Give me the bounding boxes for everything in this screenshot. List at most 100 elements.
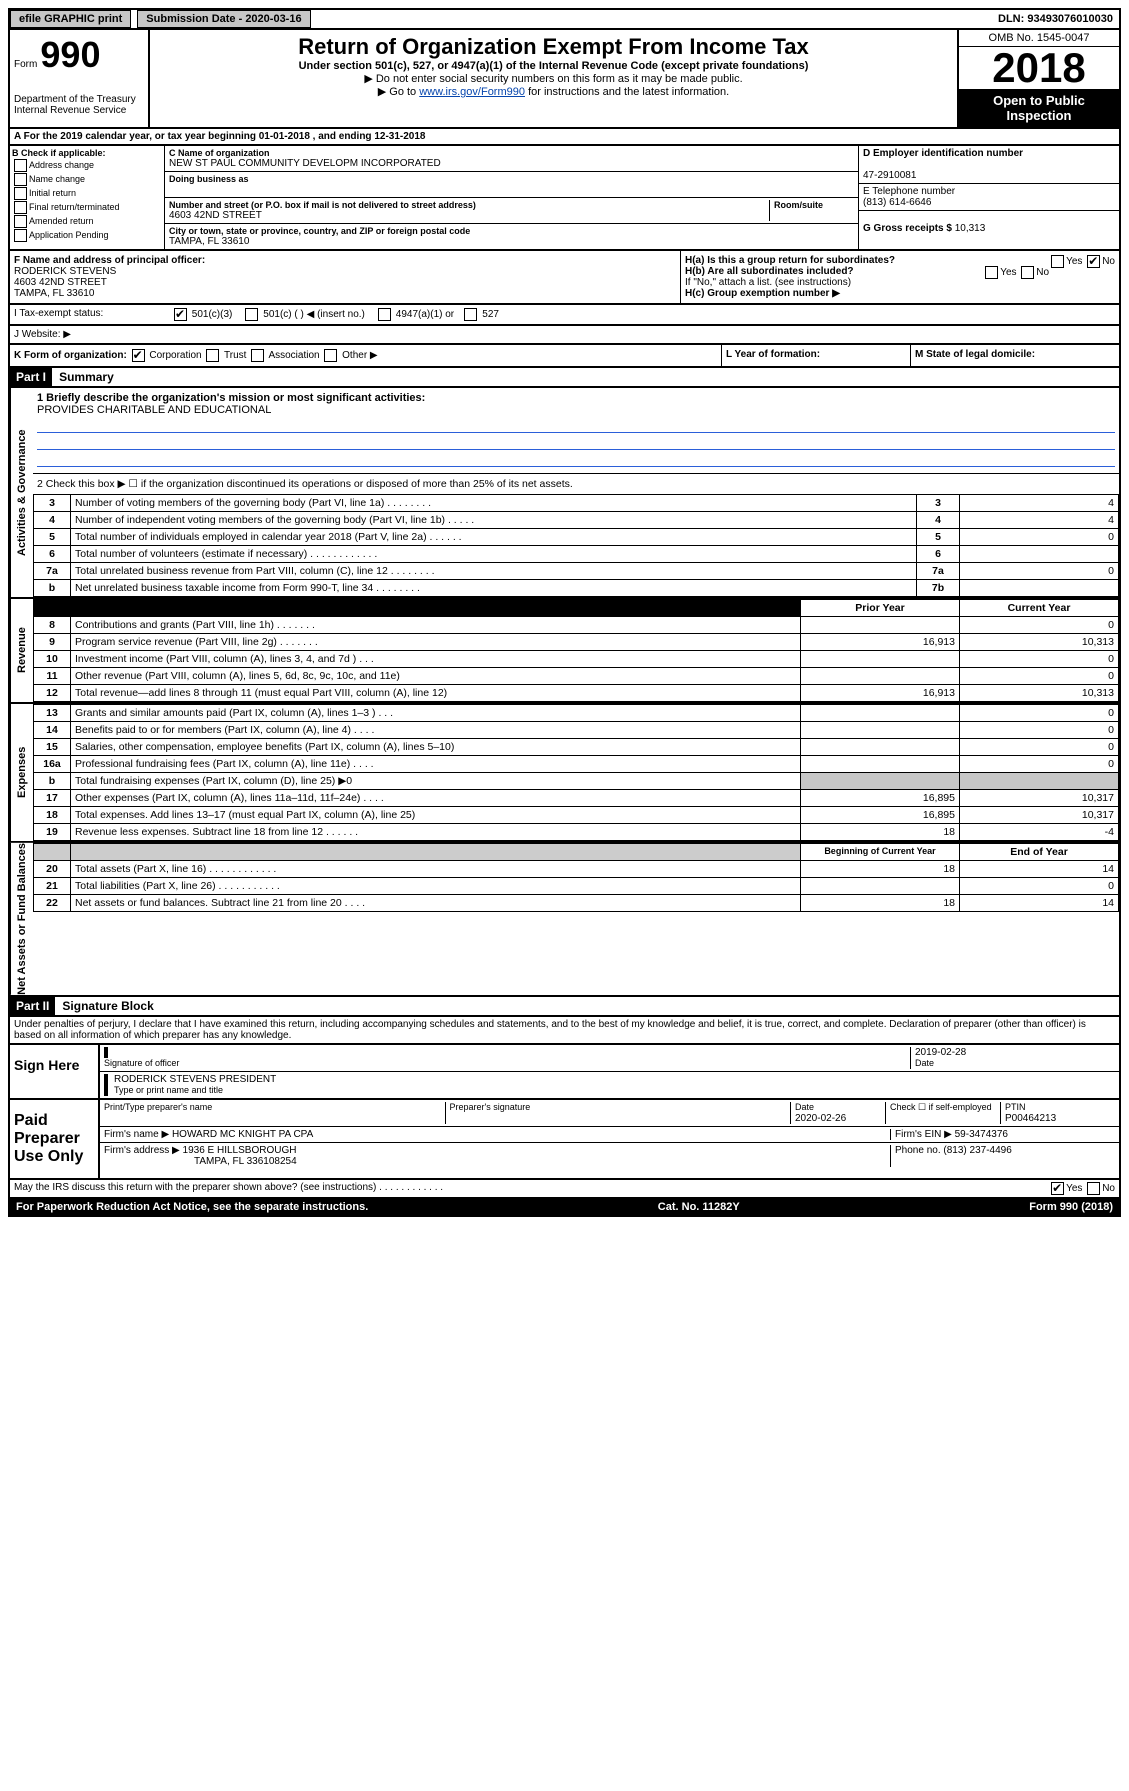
check-initial-return[interactable]: Initial return xyxy=(12,187,162,200)
check-application-pending[interactable]: Application Pending xyxy=(12,229,162,242)
mission-text: PROVIDES CHARITABLE AND EDUCATIONAL xyxy=(37,404,271,416)
line-num: 7a xyxy=(34,563,71,580)
part1-title: Summary xyxy=(55,368,118,386)
ha-no-check[interactable] xyxy=(1087,255,1100,268)
ptin-label: PTIN xyxy=(1005,1102,1026,1112)
check-501c[interactable] xyxy=(245,308,258,321)
line-num: 10 xyxy=(34,651,71,668)
officer-name: RODERICK STEVENS xyxy=(14,266,116,277)
e-phone-label: E Telephone number xyxy=(863,186,955,197)
part1-badge: Part I xyxy=(10,368,52,386)
firm-name: HOWARD MC KNIGHT PA CPA xyxy=(172,1129,313,1140)
firm-ein-label: Firm's EIN ▶ xyxy=(895,1129,952,1140)
line-text: Total revenue—add lines 8 through 11 (mu… xyxy=(71,685,801,702)
cat-number: Cat. No. 11282Y xyxy=(658,1201,740,1213)
line-num: 9 xyxy=(34,634,71,651)
check-trust[interactable] xyxy=(206,349,219,362)
header-right-box: OMB No. 1545-0047 2018 Open to Public In… xyxy=(957,30,1119,127)
l-label: L Year of formation: xyxy=(726,349,820,360)
section-f: F Name and address of principal officer:… xyxy=(10,251,681,303)
current-value: 0 xyxy=(960,722,1119,739)
officer-name-title: RODERICK STEVENS PRESIDENT xyxy=(114,1074,276,1085)
hb-yes-check[interactable] xyxy=(985,266,998,279)
begin-value xyxy=(801,878,960,895)
submission-date-button[interactable]: Submission Date - 2020-03-16 xyxy=(137,10,310,28)
hb-no-check[interactable] xyxy=(1021,266,1034,279)
top-bar: efile GRAPHIC print Submission Date - 20… xyxy=(8,8,1121,30)
firm-name-label: Firm's name ▶ xyxy=(104,1129,169,1140)
k-label: K Form of organization: xyxy=(14,350,127,361)
line-text: Benefits paid to or for members (Part IX… xyxy=(71,722,801,739)
hb-note: If "No," attach a list. (see instruction… xyxy=(685,277,1115,288)
firm-addr-label: Firm's address ▶ xyxy=(104,1145,180,1156)
check-4947[interactable] xyxy=(378,308,391,321)
goto-prefix: ▶ Go to xyxy=(378,86,419,98)
prior-value: 18 xyxy=(801,824,960,841)
ha-yes-check[interactable] xyxy=(1051,255,1064,268)
check-name-change[interactable]: Name change xyxy=(12,173,162,186)
j-label: J Website: ▶ xyxy=(10,326,75,343)
i-label: I Tax-exempt status: xyxy=(10,305,168,324)
form-title: Return of Organization Exempt From Incom… xyxy=(154,34,953,60)
current-value: 0 xyxy=(960,739,1119,756)
hc-label: H(c) Group exemption number ▶ xyxy=(685,288,840,299)
row-a-tax-year: A For the 2019 calendar year, or tax yea… xyxy=(8,129,1121,146)
part1-header-row: Part I Summary xyxy=(8,368,1121,388)
instructions-link[interactable]: www.irs.gov/Form990 xyxy=(419,86,525,98)
prior-value: 16,895 xyxy=(801,807,960,824)
end-value: 14 xyxy=(960,895,1119,912)
prior-value: 16,895 xyxy=(801,790,960,807)
line-text: Total expenses. Add lines 13–17 (must eq… xyxy=(71,807,801,824)
answer-value xyxy=(960,546,1119,563)
mission-line xyxy=(37,418,1115,433)
line-text: Other revenue (Part VIII, column (A), li… xyxy=(71,668,801,685)
governance-table: 3 Number of voting members of the govern… xyxy=(33,494,1119,597)
section-b-g: B Check if applicable: Address change Na… xyxy=(8,146,1121,251)
line-text: Program service revenue (Part VIII, line… xyxy=(71,634,801,651)
check-final-return[interactable]: Final return/terminated xyxy=(12,201,162,214)
line-num: b xyxy=(34,773,71,790)
prep-sig-label: Preparer's signature xyxy=(450,1102,531,1112)
expenses-section: Expenses 13 Grants and similar amounts p… xyxy=(8,704,1121,843)
mission-line xyxy=(37,435,1115,450)
footer-bar: For Paperwork Reduction Act Notice, see … xyxy=(8,1199,1121,1217)
shaded-cell xyxy=(960,773,1119,790)
firm-addr2: TAMPA, FL 336108254 xyxy=(194,1156,297,1167)
check-corporation[interactable] xyxy=(132,349,145,362)
part2-header-row: Part II Signature Block xyxy=(8,997,1121,1017)
d-ein-label: D Employer identification number xyxy=(863,148,1023,159)
line-num: b xyxy=(34,580,71,597)
answer-label: 6 xyxy=(917,546,960,563)
vlabel-revenue: Revenue xyxy=(10,599,33,702)
end-year-header: End of Year xyxy=(960,844,1119,861)
pra-notice: For Paperwork Reduction Act Notice, see … xyxy=(16,1201,368,1213)
street-address: 4603 42ND STREET xyxy=(169,210,262,221)
room-label: Room/suite xyxy=(774,200,854,210)
prior-value: 16,913 xyxy=(801,634,960,651)
prior-value xyxy=(801,756,960,773)
form-subtitle-3: ▶ Go to www.irs.gov/Form990 for instruct… xyxy=(154,85,953,98)
line-text: Grants and similar amounts paid (Part IX… xyxy=(71,705,801,722)
line-num: 18 xyxy=(34,807,71,824)
check-self-employed[interactable]: Check ☐ if self-employed xyxy=(890,1102,992,1112)
firm-ein: 59-3474376 xyxy=(955,1129,1008,1140)
check-amended-return[interactable]: Amended return xyxy=(12,215,162,228)
check-527[interactable] xyxy=(464,308,477,321)
prep-name-label: Print/Type preparer's name xyxy=(104,1102,212,1112)
form-ref: Form 990 (2018) xyxy=(1029,1201,1113,1213)
form-subtitle-1: Under section 501(c), 527, or 4947(a)(1)… xyxy=(154,60,953,72)
discuss-yes-check[interactable] xyxy=(1051,1182,1064,1195)
answer-value: 0 xyxy=(960,529,1119,546)
prior-value xyxy=(801,722,960,739)
efile-button[interactable]: efile GRAPHIC print xyxy=(10,10,131,28)
check-other[interactable] xyxy=(324,349,337,362)
prep-date: 2020-02-26 xyxy=(795,1113,846,1124)
discuss-no-check[interactable] xyxy=(1087,1182,1100,1195)
answer-label: 3 xyxy=(917,495,960,512)
end-value: 14 xyxy=(960,861,1119,878)
check-association[interactable] xyxy=(251,349,264,362)
q1-label: 1 Briefly describe the organization's mi… xyxy=(37,392,425,404)
check-501c3[interactable] xyxy=(174,308,187,321)
check-address-change[interactable]: Address change xyxy=(12,159,162,172)
sig-date: 2019-02-28 xyxy=(915,1047,966,1058)
